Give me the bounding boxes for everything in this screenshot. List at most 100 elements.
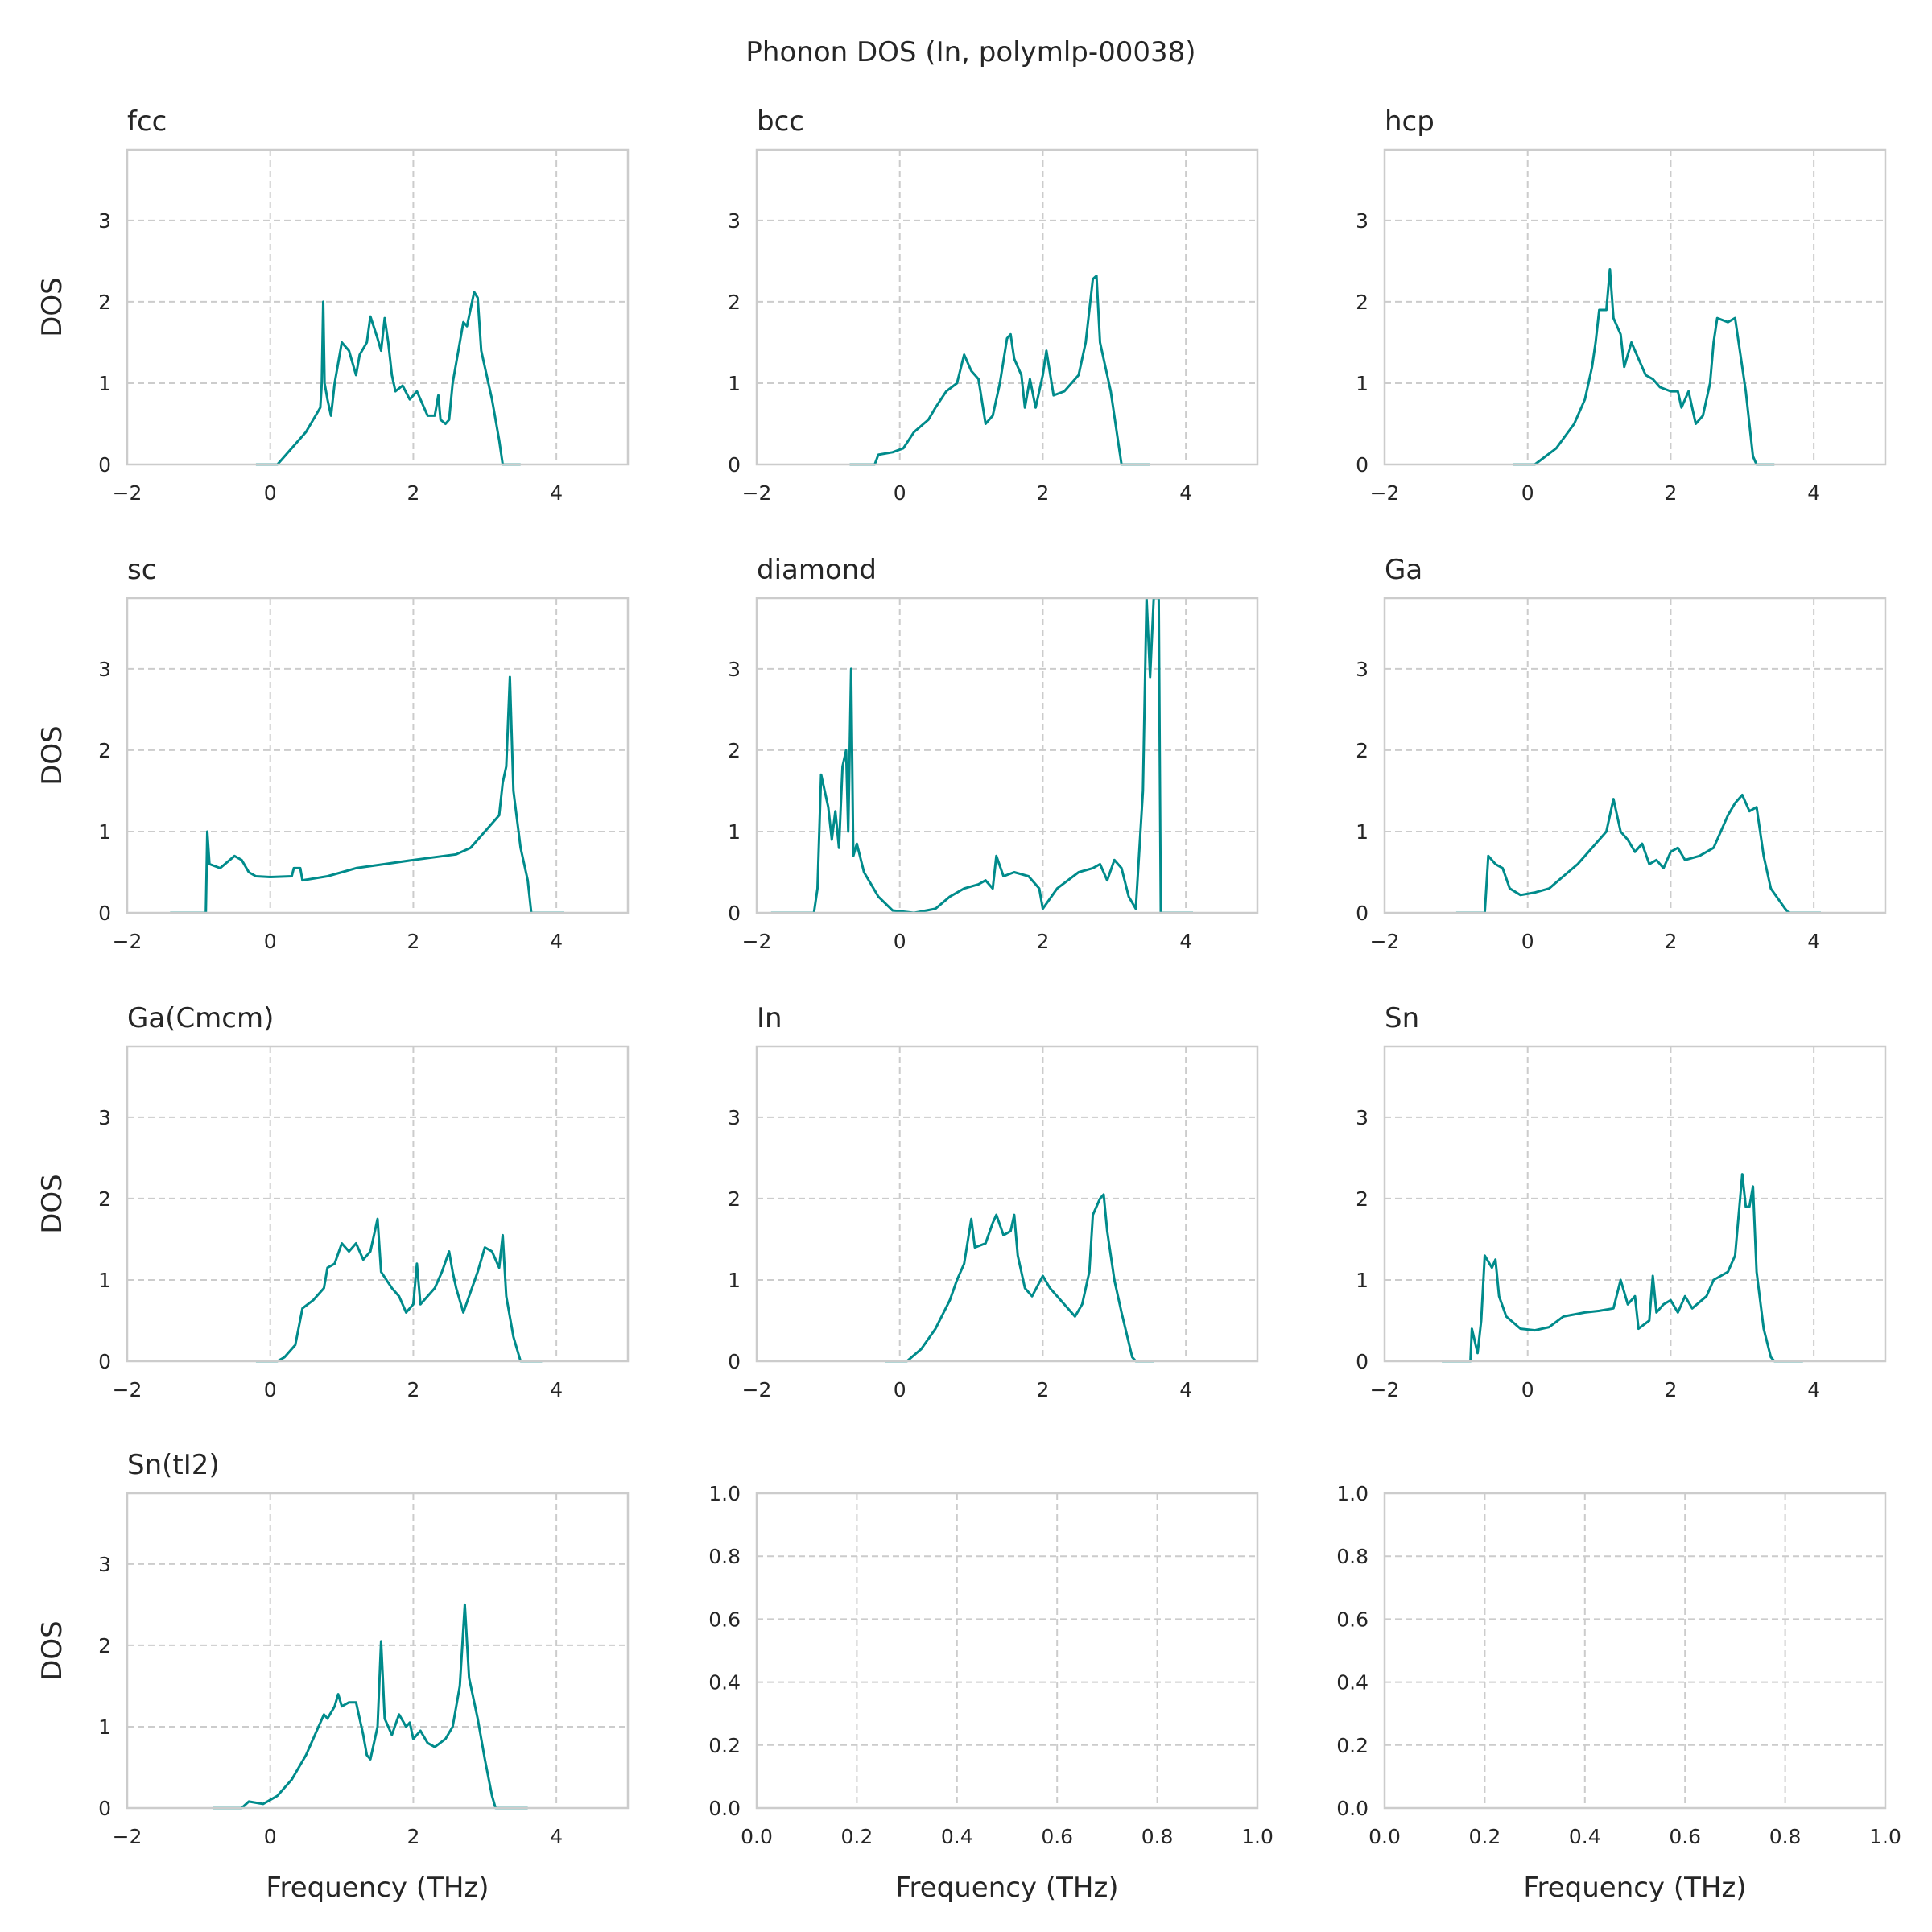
axes-frame [126, 597, 630, 914]
x-tick-label: 0 [264, 930, 277, 953]
x-tick-label: 2 [407, 1378, 419, 1402]
y-tick-label: 0.8 [708, 1545, 741, 1568]
x-tick-label: −2 [1370, 1378, 1400, 1402]
x-tick-label: −2 [113, 1378, 142, 1402]
y-tick-label: 1 [1356, 372, 1368, 395]
x-tick-label: 0.2 [841, 1825, 873, 1848]
panel-title: Ga(Cmcm) [127, 1002, 274, 1034]
x-tick-label: 2 [407, 1825, 419, 1848]
x-axis-label: Frequency (THz) [1523, 1872, 1746, 1904]
dos-line [255, 291, 521, 466]
y-tick-label: 1 [1356, 1269, 1368, 1292]
y-tick-label: 3 [728, 1106, 741, 1129]
x-tick-label: 0 [894, 1378, 906, 1402]
x-tick-label: 2 [407, 481, 419, 505]
y-tick-label: 2 [728, 291, 741, 314]
y-tick-label: 0 [1356, 453, 1368, 477]
y-tick-label: 3 [728, 209, 741, 233]
y-tick-label: 1 [98, 372, 111, 395]
y-tick-label: 0.0 [708, 1797, 741, 1820]
x-tick-label: 0.0 [1368, 1825, 1401, 1848]
x-tick-label: 0 [1521, 481, 1534, 505]
x-tick-label: 0.4 [1569, 1825, 1601, 1848]
x-tick-label: −2 [742, 481, 772, 505]
x-tick-label: −2 [1370, 481, 1400, 505]
y-tick-label: 2 [98, 739, 111, 762]
x-tick-label: 0.8 [1769, 1825, 1802, 1848]
panel-title: Sn(tI2) [127, 1449, 220, 1481]
y-tick-label: 0.4 [708, 1671, 741, 1695]
y-tick-label: 0 [98, 453, 111, 477]
panel-title: In [757, 1002, 782, 1034]
y-tick-label: 0.2 [708, 1734, 741, 1757]
x-tick-label: 0.6 [1669, 1825, 1701, 1848]
x-tick-label: −2 [742, 930, 772, 953]
y-tick-label: 1 [728, 820, 741, 844]
x-tick-label: 4 [1179, 1378, 1192, 1402]
y-tick-label: 1.0 [1336, 1482, 1368, 1505]
x-tick-label: 0.0 [741, 1825, 773, 1848]
y-tick-label: 0 [728, 1350, 741, 1373]
y-tick-label: 1 [1356, 820, 1368, 844]
y-tick-label: 3 [1356, 658, 1368, 681]
dos-line [1513, 268, 1775, 466]
x-tick-label: 0 [894, 930, 906, 953]
y-tick-label: 1 [98, 1715, 111, 1739]
y-tick-label: 3 [98, 1553, 111, 1576]
y-tick-label: 0 [98, 902, 111, 925]
panel-title: sc [127, 554, 156, 586]
axes-frame [126, 1045, 630, 1363]
y-tick-label: 0 [98, 1350, 111, 1373]
dos-line [849, 275, 1150, 466]
x-tick-label: 4 [550, 1378, 563, 1402]
y-tick-label: 0 [728, 902, 741, 925]
y-tick-label: 0.4 [1336, 1671, 1368, 1695]
x-tick-label: 2 [1664, 481, 1677, 505]
axes-frame [1383, 148, 1887, 466]
dos-line [885, 1193, 1154, 1363]
y-axis-label: DOS [36, 1620, 68, 1681]
axes-frame [126, 148, 630, 466]
y-tick-label: 0.6 [708, 1608, 741, 1631]
panel-title: fcc [127, 105, 167, 138]
y-tick-label: 3 [1356, 1106, 1368, 1129]
y-tick-label: 3 [98, 658, 111, 681]
x-tick-label: 0 [1521, 930, 1534, 953]
x-tick-label: −2 [113, 930, 142, 953]
x-tick-label: −2 [1370, 930, 1400, 953]
x-tick-label: 2 [1036, 1378, 1049, 1402]
panel-empty-10: 0.0 0.2 0.4 0.6 0.8 1.0 0.0 0.2 0.4 0.6 0.8 1.0 Freq… [708, 1482, 1274, 1904]
x-tick-label: 0.6 [1041, 1825, 1073, 1848]
y-tick-label: 1 [728, 1269, 741, 1292]
y-tick-label: 1 [728, 372, 741, 395]
panel-title: bcc [757, 105, 804, 138]
y-axis-label: DOS [36, 1174, 68, 1234]
y-tick-label: 0 [98, 1797, 111, 1820]
y-tick-label: 2 [98, 1187, 111, 1211]
panel-empty-11: 0.0 0.2 0.4 0.6 0.8 1.0 0.0 0.2 0.4 0.6 0.8 1.0 Freq… [1336, 1482, 1901, 1904]
axes-frame [755, 1045, 1259, 1363]
y-tick-label: 3 [728, 658, 741, 681]
x-tick-label: −2 [113, 1825, 142, 1848]
x-tick-label: 0.2 [1469, 1825, 1501, 1848]
x-tick-label: 4 [1179, 930, 1192, 953]
dos-line [770, 597, 1193, 914]
x-tick-label: −2 [742, 1378, 772, 1402]
y-tick-label: 2 [1356, 739, 1368, 762]
x-axis-label: Frequency (THz) [266, 1872, 489, 1904]
x-tick-label: 2 [1036, 481, 1049, 505]
x-tick-label: 4 [550, 1825, 563, 1848]
x-tick-label: 2 [1664, 930, 1677, 953]
panel-title: Ga [1385, 554, 1422, 586]
y-tick-label: 2 [98, 291, 111, 314]
x-tick-label: 4 [1807, 1378, 1820, 1402]
y-tick-label: 0.2 [1336, 1734, 1368, 1757]
